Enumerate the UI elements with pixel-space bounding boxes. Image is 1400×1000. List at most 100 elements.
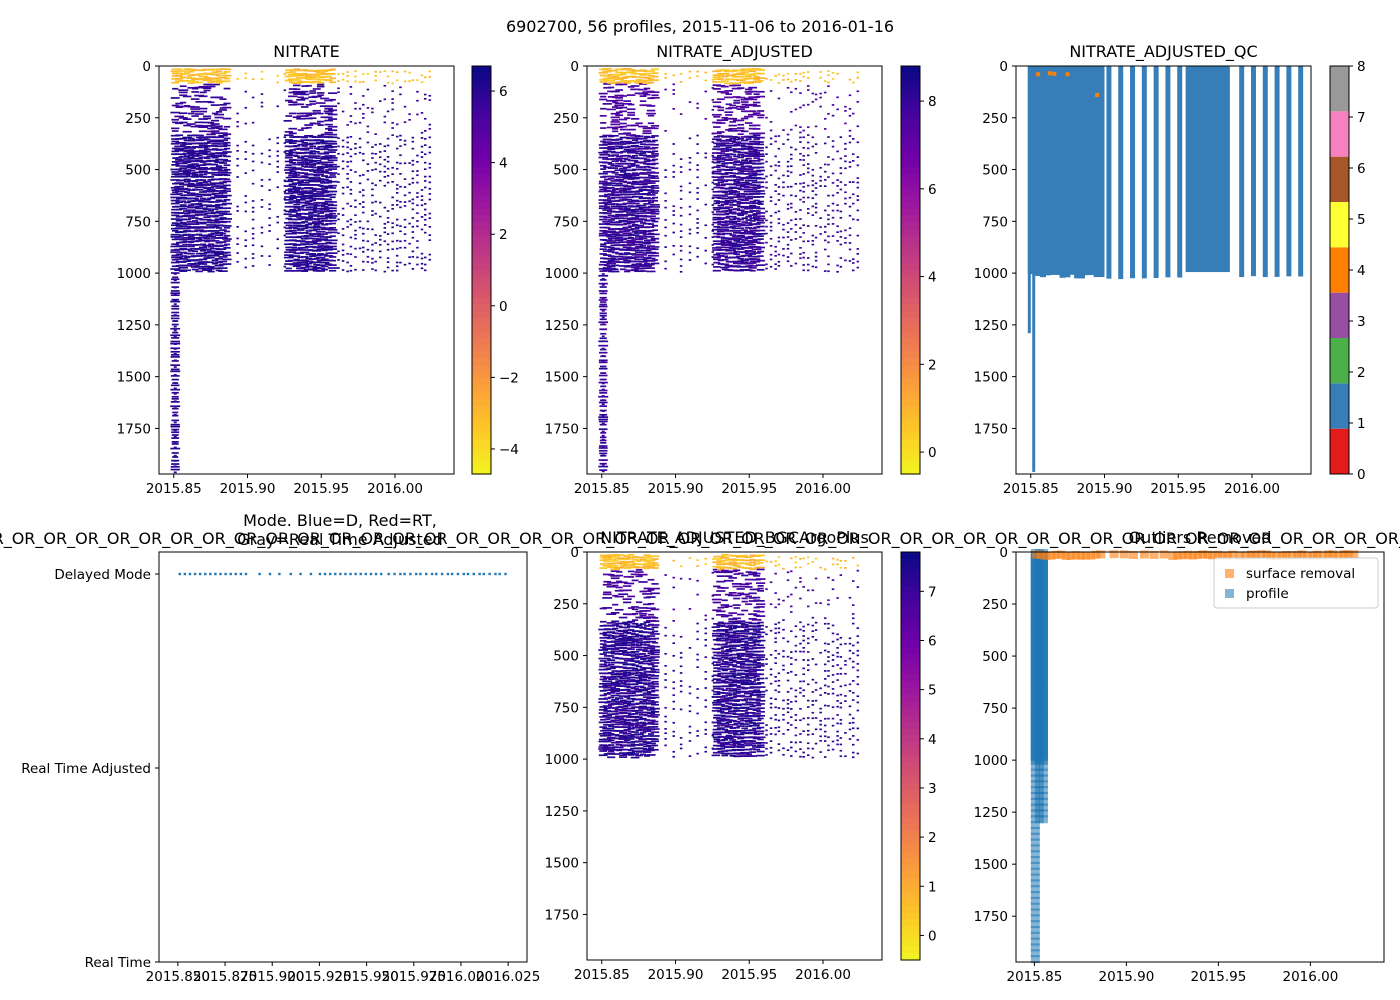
heatmap-cell [195,193,203,196]
heatmap-cell [727,269,738,272]
heatmap-cell [769,215,773,217]
heatmap-cell [716,160,725,163]
heatmap-cell [720,237,729,239]
heatmap-cell [598,418,608,421]
heatmap-cell [646,694,656,696]
heatmap-cell [753,150,760,152]
heatmap-cell [408,256,411,259]
heatmap-cell [646,140,656,143]
heatmap-cell [602,689,612,692]
mode-point [209,572,212,576]
heatmap-cell [650,187,660,189]
heatmap-cell [403,239,407,242]
heatmap-cell [223,243,231,246]
heatmap-cell [615,182,623,185]
heatmap-cell [610,237,620,240]
heatmap-cell [716,226,725,229]
heatmap-cell [650,592,660,595]
heatmap-cell [615,586,623,589]
heatmap-cell [171,258,179,261]
heatmap-cell [647,197,655,200]
colorbar-segment [901,460,920,468]
heatmap-cell [756,72,765,75]
heatmap-cell [622,726,632,729]
heatmap-cell [218,158,229,161]
heatmap-cell [601,321,605,324]
heatmap-cell [283,265,287,268]
heatmap-cell [642,650,652,653]
heatmap-cell [170,272,180,274]
heatmap-cell [173,382,177,384]
heatmap-cell [807,208,810,210]
heatmap-cell [183,252,191,255]
heatmap-cell [170,196,181,199]
heatmap-cell [614,608,624,611]
heatmap-cell [194,159,204,162]
heatmap-cell [175,256,184,259]
heatmap-cell [712,232,721,235]
colorbar-segment [901,378,920,387]
heatmap-cell [198,138,208,141]
heatmap-cell [182,130,192,133]
heatmap-cell [651,196,659,199]
heatmap-cell [329,222,337,225]
heatmap-cell [309,150,316,152]
heatmap-cell [218,134,228,137]
heatmap-cell [602,175,612,178]
heatmap-cell [790,110,793,113]
heatmap-cell [610,749,620,751]
heatmap-cell [612,130,619,133]
heatmap-cell [599,114,607,117]
heatmap-cell [827,218,830,221]
heatmap-cell [799,218,802,220]
heatmap-cell [642,722,652,725]
heatmap-cell [301,85,309,87]
heatmap-cell [615,165,624,167]
heatmap-cell [696,164,699,167]
heatmap-cell [735,144,746,147]
heatmap-cell [191,233,199,236]
heatmap-cell [721,136,729,138]
heatmap-cell [219,229,227,231]
heatmap-cell [194,150,204,153]
heatmap-cell [638,137,648,140]
heatmap-cell [711,211,715,213]
heatmap-cell [301,141,308,144]
heatmap-cell [329,151,336,153]
heatmap-cell [626,745,636,747]
heatmap-cell [696,152,699,155]
heatmap-cell [635,677,643,679]
heatmap-cell [251,237,255,240]
heatmap-cell [735,255,746,258]
heatmap-cell [312,179,321,182]
heatmap-cell [289,136,297,138]
heatmap-cell [756,155,765,158]
heatmap-cell [614,647,624,649]
heatmap-cell [638,743,648,745]
heatmap-cell [790,171,793,174]
heatmap-cell [284,160,293,163]
heatmap-cell [720,241,730,244]
heatmap-cell [794,124,798,127]
heatmap-cell [614,141,624,144]
heatmap-cell [428,123,432,126]
heatmap-cell [711,99,715,101]
heatmap-cell [612,69,619,72]
heatmap-cell [202,248,212,251]
heatmap-cell [223,71,231,73]
heatmap-cell [720,85,729,88]
mode-point [440,572,444,576]
heatmap-cell [721,165,728,168]
heatmap-cell [599,665,608,668]
heatmap-cell [210,267,220,270]
heatmap-cell [611,627,619,630]
heatmap-cell [312,80,322,83]
heatmap-cell [627,754,635,756]
heatmap-cell [643,202,651,205]
colorbar-segment [472,168,491,176]
heatmap-cell [712,76,721,79]
heatmap-cell [807,184,810,187]
heatmap-cell [712,105,721,108]
heatmap-cell [301,270,309,272]
heatmap-cell [173,429,177,432]
